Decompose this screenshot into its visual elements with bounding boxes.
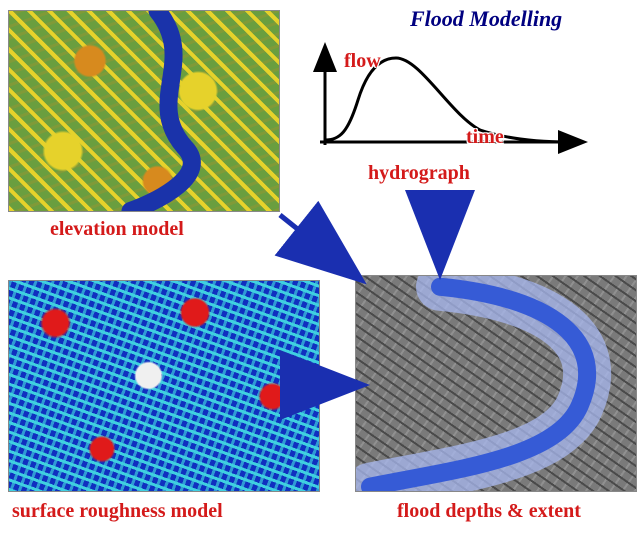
label-time: time (466, 126, 504, 149)
label-flow: flow (344, 50, 381, 73)
panel-surface-roughness-model (8, 280, 320, 492)
panel-flood-depths-extent (355, 275, 637, 492)
label-elevation-model: elevation model (50, 218, 184, 241)
page-title: Flood Modelling (410, 6, 562, 32)
elevation-river (9, 11, 279, 211)
label-roughness-model: surface roughness model (12, 500, 223, 523)
arrow-elev-to-out (280, 215, 355, 275)
panel-elevation-model (8, 10, 280, 212)
label-hydrograph: hydrograph (368, 162, 470, 185)
output-flood-extent (356, 276, 636, 491)
label-flood-output: flood depths & extent (397, 500, 581, 523)
flood-modelling-diagram: Flood Modelling flow time hydrograph ele… (0, 0, 640, 533)
